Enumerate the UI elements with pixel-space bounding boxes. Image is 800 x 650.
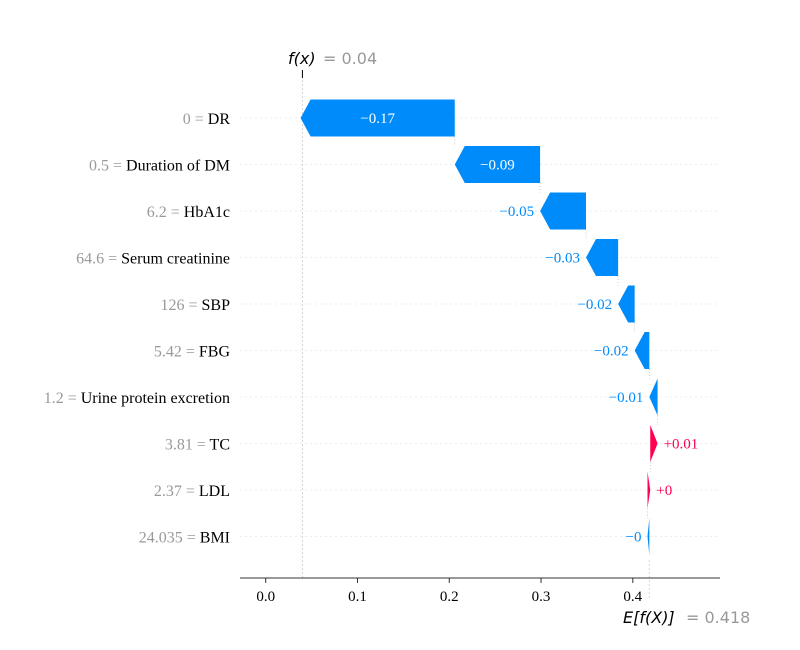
x-axis: 0.0 0.1 0.2 0.3 0.4 xyxy=(240,577,720,605)
feature-value: 6.2 = xyxy=(147,204,184,221)
feature-name: DR xyxy=(208,111,231,128)
x-tick-label: 0.3 xyxy=(532,589,551,605)
bar-value-label: −0 xyxy=(626,530,642,546)
feature-value: 126 = xyxy=(161,297,202,314)
feature-label: 1.2 = Urine protein excretion xyxy=(44,390,230,407)
waterfall-bar xyxy=(649,378,658,416)
bar-value-label: +0 xyxy=(656,483,672,499)
feature-label: 6.2 = HbA1c xyxy=(147,204,230,221)
feature-name: FBG xyxy=(199,344,231,361)
bar-value-label: −0.02 xyxy=(577,297,612,313)
feature-value: 5.42 = xyxy=(154,344,199,361)
bar-value-label: −0.09 xyxy=(480,158,515,174)
bar-value-label: −0.02 xyxy=(594,344,629,360)
feature-label: 0.5 = Duration of DM xyxy=(89,158,230,175)
bars-layer xyxy=(300,99,658,555)
feature-name: SBP xyxy=(202,297,231,314)
feature-label: 5.42 = FBG xyxy=(154,344,231,361)
base-value-name: E[f(X)] xyxy=(623,608,675,627)
feature-name: HbA1c xyxy=(184,204,230,221)
base-value-marker: E[f(X)] = 0.418 xyxy=(623,608,750,627)
waterfall-bar xyxy=(647,471,651,509)
bar-value-label: −0.17 xyxy=(360,111,395,127)
waterfall-bar xyxy=(300,99,455,137)
feature-name: Urine protein excretion xyxy=(81,390,230,407)
bar-value-label: −0.01 xyxy=(609,390,644,406)
waterfall-bar xyxy=(634,332,650,369)
grid-layer xyxy=(240,70,720,600)
feature-value: 24.035 = xyxy=(139,530,200,547)
feature-value: 64.6 = xyxy=(76,251,121,268)
waterfall-bar xyxy=(618,285,635,323)
output-value-label: = 0.04 xyxy=(323,49,377,68)
feature-label: 3.81 = TC xyxy=(165,437,230,454)
fx-marker: f(x) = 0.04 xyxy=(288,49,377,68)
x-tick-label: 0.4 xyxy=(623,589,642,605)
feature-name: Duration of DM xyxy=(126,158,230,175)
feature-value: 0.5 = xyxy=(89,158,126,175)
x-tick-label: 0.2 xyxy=(440,589,459,605)
waterfall-bar xyxy=(540,192,587,230)
feature-name: BMI xyxy=(200,530,230,547)
feature-label: 24.035 = BMI xyxy=(139,530,230,547)
feature-label: 126 = SBP xyxy=(161,297,231,314)
feature-value: 1.2 = xyxy=(44,390,81,407)
feature-value: 2.37 = xyxy=(154,483,199,500)
feature-name: Serum creatinine xyxy=(121,251,230,268)
feature-name: LDL xyxy=(199,483,230,500)
x-tick-label: 0.1 xyxy=(348,589,367,605)
waterfall-bar xyxy=(586,239,619,276)
waterfall-bar xyxy=(647,518,650,555)
output-value-name: f(x) xyxy=(288,49,316,68)
feature-label: 64.6 = Serum creatinine xyxy=(76,251,230,268)
base-value-label: = 0.418 xyxy=(686,608,750,627)
bar-value-label: −0.05 xyxy=(499,204,534,220)
feature-label: 0 = DR xyxy=(183,111,231,128)
x-tick-label: 0.0 xyxy=(256,589,275,605)
feature-value: 3.81 = xyxy=(165,437,210,454)
feature-label: 2.37 = LDL xyxy=(154,483,230,500)
bar-value-label: +0.01 xyxy=(664,437,699,453)
waterfall-bar xyxy=(650,425,658,462)
labels-layer: 0 = DR −0.17 0.5 = Duration of DM −0.09 6.2 … xyxy=(44,111,699,547)
feature-value: 0 = xyxy=(183,111,208,128)
feature-name: TC xyxy=(210,437,230,454)
waterfall-bar xyxy=(454,146,541,183)
bar-value-label: −0.03 xyxy=(545,251,580,267)
